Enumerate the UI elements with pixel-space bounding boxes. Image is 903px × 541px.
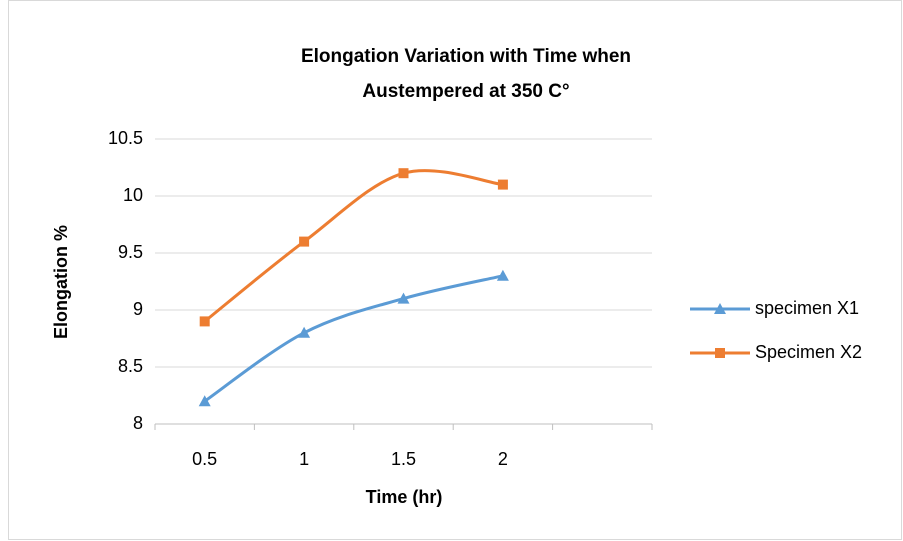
marker	[398, 168, 409, 179]
marker	[199, 316, 210, 327]
y-tick-label: 10	[123, 185, 143, 205]
series-line	[203, 169, 504, 323]
marker	[298, 326, 311, 338]
x-tick-label: 0.5	[192, 449, 217, 469]
legend-marker	[714, 303, 726, 314]
marker	[198, 395, 211, 407]
chart-title: Austempered at 350 C°	[362, 81, 569, 102]
y-tick-label: 8.5	[118, 356, 143, 376]
chart-frame	[8, 0, 902, 540]
chart-title: Elongation Variation with Time when	[301, 46, 631, 67]
x-tick-label: 1	[299, 449, 309, 469]
marker	[496, 269, 509, 281]
series-line	[203, 274, 504, 403]
x-tick-label: 1.5	[391, 449, 416, 469]
legend-marker	[715, 348, 725, 358]
y-axis-label: Elongation %	[51, 225, 71, 339]
x-tick-label: 2	[498, 449, 508, 469]
marker	[397, 292, 410, 304]
y-tick-label: 9.5	[118, 242, 143, 262]
x-axis-label: Time (hr)	[366, 487, 443, 507]
legend-label: specimen X1	[755, 298, 859, 318]
marker	[497, 179, 508, 190]
legend-label: Specimen X2	[755, 342, 862, 362]
y-tick-label: 10.5	[108, 128, 143, 148]
marker	[299, 236, 310, 247]
y-tick-label: 8	[133, 413, 143, 433]
y-tick-label: 9	[133, 299, 143, 319]
